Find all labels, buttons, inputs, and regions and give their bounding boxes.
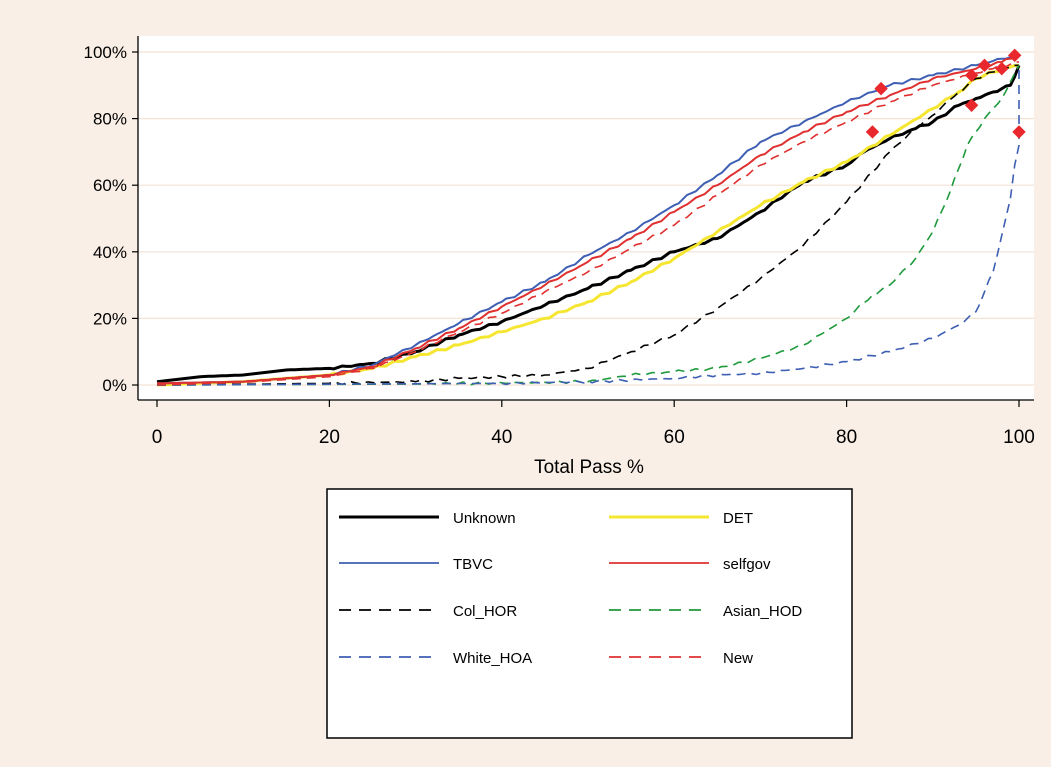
grid-lines	[138, 51, 1034, 386]
series-marker-col-hor	[964, 68, 979, 83]
x-tick-label: 0	[152, 427, 163, 448]
series-marker-new	[964, 98, 979, 112]
series-lines	[156, 54, 1021, 387]
x-tick-label: 40	[491, 427, 512, 448]
legend-box	[326, 488, 853, 739]
legend-label: Col_HOR	[453, 603, 517, 620]
y-tick-label: 80%	[93, 110, 127, 129]
y-tick-label: 20%	[93, 309, 127, 328]
y-tick-label: 40%	[93, 243, 127, 262]
y-tick-label: 60%	[93, 176, 127, 195]
series-line-selfgov	[157, 54, 1020, 385]
axes: 0% 20% 40% 60% 80% 100% 0 20 40 60 80 100	[84, 36, 1035, 448]
series-line-new	[156, 61, 1019, 386]
legend-label: DET	[723, 510, 753, 527]
legend-label: New	[723, 650, 753, 667]
legend-label: selfgov	[723, 556, 771, 573]
x-tick-label: 20	[319, 427, 340, 448]
series-marker-tbvc	[874, 81, 888, 96]
legend-label: Asian_HOD	[723, 603, 802, 620]
series-markers	[865, 48, 1026, 139]
legend-label: TBVC	[453, 556, 493, 573]
series-marker-white-hoa	[865, 125, 880, 139]
legend-label: White_HOA	[453, 650, 532, 667]
legend-label: Unknown	[453, 510, 516, 527]
x-tick-label: 60	[664, 427, 685, 448]
legend: Unknown DET TBVC selfgov Col_HOR Asian_HOD Whi…	[339, 510, 802, 667]
y-tick-label: 0%	[102, 376, 127, 395]
y-tick-label: 100%	[84, 43, 127, 62]
x-tick-label: 80	[836, 427, 857, 448]
x-axis-title: Total Pass %	[534, 457, 644, 478]
plot-area	[138, 36, 1034, 400]
series-marker-selfgov	[1007, 48, 1022, 63]
x-tick-label: 100	[1003, 427, 1035, 448]
series-marker-det	[995, 61, 1009, 76]
series-marker-unknown	[977, 58, 992, 73]
series-marker-asian-hod	[1012, 125, 1026, 139]
